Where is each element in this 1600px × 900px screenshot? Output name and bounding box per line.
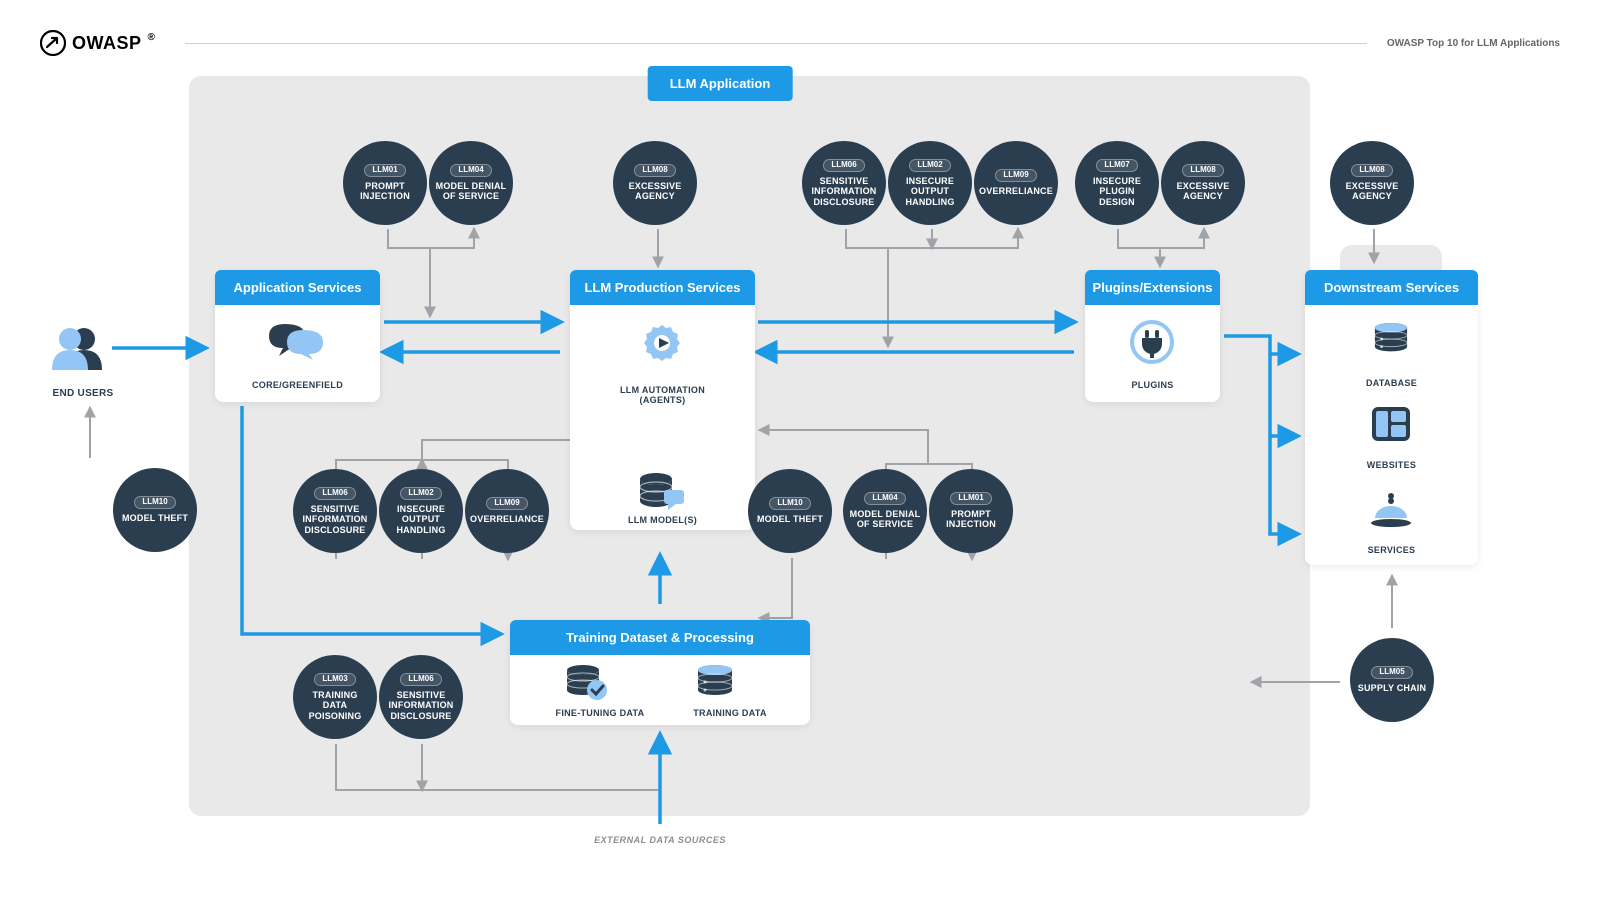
train-icon-icon bbox=[695, 664, 735, 707]
training-title: Training Dataset & Processing bbox=[510, 620, 810, 655]
threat-llm08-b-08: LLM08 EXCESSIVEAGENCY bbox=[1161, 141, 1245, 225]
downstream-label: DATABASE bbox=[1305, 378, 1478, 388]
training-label: FINE-TUNING DATA bbox=[530, 708, 670, 718]
header-subtitle: OWASP Top 10 for LLM Applications bbox=[1387, 38, 1560, 49]
threat-llm10-b-10: LLM10 MODEL THEFT bbox=[113, 468, 197, 552]
threat-text: EXCESSIVEAGENCY bbox=[623, 181, 688, 202]
threat-llm07-b-07: LLM07 INSECUREPLUGINDESIGN bbox=[1075, 141, 1159, 225]
app-services-label: CORE/GREENFIELD bbox=[215, 380, 380, 390]
threat-llm04-b-02: LLM04 MODEL DENIALOF SERVICE bbox=[429, 141, 513, 225]
threat-llm06-b-18: LLM06 SENSITIVEINFORMATIONDISCLOSURE bbox=[379, 655, 463, 739]
threat-llm10-b-14: LLM10 MODEL THEFT bbox=[748, 469, 832, 553]
plugin-icon-icon bbox=[1130, 320, 1174, 369]
users-icon-icon bbox=[48, 326, 104, 375]
threat-code: LLM01 bbox=[364, 164, 405, 177]
threat-llm08-b-09: LLM08 EXCESSIVEAGENCY bbox=[1330, 141, 1414, 225]
plugins-label: PLUGINS bbox=[1085, 380, 1220, 390]
threat-llm05-b-19: LLM05 SUPPLY CHAIN bbox=[1350, 638, 1434, 722]
threat-text: OVERRELIANCE bbox=[464, 514, 550, 524]
threat-code: LLM08 bbox=[1182, 164, 1223, 177]
threat-llm03-b-17: LLM03 TRAININGDATAPOISONING bbox=[293, 655, 377, 739]
training-label: TRAINING DATA bbox=[670, 708, 790, 718]
threat-llm01-b-16: LLM01 PROMPTINJECTION bbox=[929, 469, 1013, 553]
threat-text: SENSITIVEINFORMATIONDISCLOSURE bbox=[805, 176, 882, 207]
threat-text: SENSITIVEINFORMATIONDISCLOSURE bbox=[382, 690, 459, 721]
threat-llm08-b-03: LLM08 EXCESSIVEAGENCY bbox=[613, 141, 697, 225]
threat-llm01-b-01: LLM01 PROMPTINJECTION bbox=[343, 141, 427, 225]
brand-text: OWASP bbox=[72, 33, 142, 54]
threat-text: PROMPTINJECTION bbox=[940, 509, 1002, 530]
threat-code: LLM08 bbox=[1351, 164, 1392, 177]
threat-llm06-b-04: LLM06 SENSITIVEINFORMATIONDISCLOSURE bbox=[802, 141, 886, 225]
training: Training Dataset & Processing FINE-TUNING… bbox=[510, 620, 810, 725]
threat-text: INSECUREOUTPUTHANDLING bbox=[899, 176, 960, 207]
threat-llm06-b-11: LLM06 SENSITIVEINFORMATIONDISCLOSURE bbox=[293, 469, 377, 553]
threat-text: MODEL THEFT bbox=[751, 514, 829, 524]
threat-code: LLM06 bbox=[314, 487, 355, 500]
brand-reg: ® bbox=[148, 32, 156, 43]
threat-text: MODEL THEFT bbox=[116, 513, 194, 523]
threat-text: MODEL DENIALOF SERVICE bbox=[430, 181, 513, 202]
downstream-label: WEBSITES bbox=[1305, 460, 1478, 470]
finetune-icon-icon bbox=[565, 664, 609, 707]
plugins-title: Plugins/Extensions bbox=[1085, 270, 1220, 305]
threat-text: PROMPTINJECTION bbox=[354, 181, 416, 202]
prod-services-title: LLM Production Services bbox=[570, 270, 755, 305]
threat-llm09-b-06: LLM09 OVERRELIANCE bbox=[974, 141, 1058, 225]
threat-code: LLM04 bbox=[864, 492, 905, 505]
threat-code: LLM06 bbox=[400, 673, 441, 686]
threat-llm02-b-12: LLM02 INSECUREOUTPUTHANDLING bbox=[379, 469, 463, 553]
llm-app-title: LLM Application bbox=[648, 66, 793, 101]
threat-code: LLM02 bbox=[909, 159, 950, 172]
threat-text: EXCESSIVEAGENCY bbox=[1340, 181, 1405, 202]
threat-code: LLM10 bbox=[769, 497, 810, 510]
threat-text: SENSITIVEINFORMATIONDISCLOSURE bbox=[296, 504, 373, 535]
threat-code: LLM04 bbox=[450, 164, 491, 177]
threat-text: MODEL DENIALOF SERVICE bbox=[844, 509, 927, 530]
threat-code: LLM02 bbox=[400, 487, 441, 500]
prod-services-label: LLM AUTOMATION(AGENTS) bbox=[570, 385, 755, 405]
threat-text: INSECUREPLUGINDESIGN bbox=[1087, 176, 1147, 207]
web-icon-icon bbox=[1371, 406, 1411, 447]
threat-code: LLM10 bbox=[134, 496, 175, 509]
threat-text: INSECUREOUTPUTHANDLING bbox=[390, 504, 451, 535]
threat-llm09-b-13: LLM09 OVERRELIANCE bbox=[465, 469, 549, 553]
ext-data: EXTERNAL DATA SOURCES bbox=[560, 835, 760, 845]
threat-text: SUPPLY CHAIN bbox=[1352, 683, 1432, 693]
threat-code: LLM06 bbox=[823, 159, 864, 172]
downstream-label: SERVICES bbox=[1305, 545, 1478, 555]
threat-code: LLM01 bbox=[950, 492, 991, 505]
threat-code: LLM08 bbox=[634, 164, 675, 177]
threat-code: LLM09 bbox=[486, 497, 527, 510]
db-icon-icon bbox=[1371, 322, 1411, 363]
owasp-logo: OWASP ® bbox=[40, 30, 155, 56]
threat-text: TRAININGDATAPOISONING bbox=[303, 690, 368, 721]
app-services-title: Application Services bbox=[215, 270, 380, 305]
agent-icon-icon bbox=[641, 322, 683, 369]
threat-code: LLM09 bbox=[995, 169, 1036, 182]
threat-text: EXCESSIVEAGENCY bbox=[1171, 181, 1236, 202]
threat-llm04-b-15: LLM04 MODEL DENIALOF SERVICE bbox=[843, 469, 927, 553]
model-icon-icon bbox=[638, 472, 686, 519]
threat-text: OVERRELIANCE bbox=[973, 186, 1059, 196]
threat-code: LLM03 bbox=[314, 673, 355, 686]
downstream-title: Downstream Services bbox=[1305, 270, 1478, 305]
end-users: END USERS bbox=[38, 388, 128, 399]
page-header: OWASP ® OWASP Top 10 for LLM Application… bbox=[40, 28, 1560, 58]
svc-icon-icon bbox=[1369, 490, 1413, 533]
threat-code: LLM05 bbox=[1371, 666, 1412, 679]
threat-llm02-b-05: LLM02 INSECUREOUTPUTHANDLING bbox=[888, 141, 972, 225]
header-rule bbox=[185, 43, 1366, 44]
core-icon-icon bbox=[265, 320, 327, 365]
threat-code: LLM07 bbox=[1096, 159, 1137, 172]
owasp-logo-icon bbox=[40, 30, 66, 56]
